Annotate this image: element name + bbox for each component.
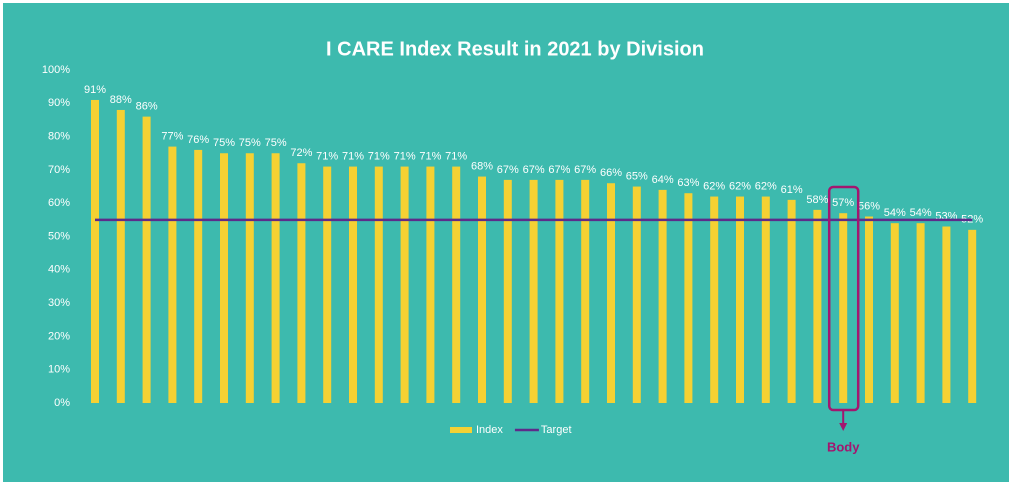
bar: [529, 179, 538, 403]
bar: [245, 153, 254, 403]
bar: [710, 196, 719, 403]
bar: [736, 196, 744, 403]
y-tick-label: 70%: [48, 164, 70, 176]
y-tick-label: 90%: [48, 97, 70, 109]
bar: [890, 223, 899, 403]
y-tick-label: 30%: [48, 297, 70, 309]
y-tick-label: 20%: [48, 330, 70, 342]
bar: [658, 189, 667, 403]
data-label: 56%: [858, 200, 880, 212]
bar: [374, 166, 383, 403]
data-label: 62%: [703, 180, 725, 192]
bar: [478, 176, 486, 403]
bar: [761, 196, 770, 403]
annotation: Body: [827, 439, 860, 454]
bar: [168, 146, 177, 403]
data-label: 71%: [445, 150, 467, 162]
data-label: 75%: [239, 137, 261, 149]
y-tick-label: 10%: [48, 364, 70, 376]
bar: [916, 223, 925, 403]
data-label: 64%: [652, 174, 674, 186]
data-label: 67%: [523, 164, 545, 176]
data-label: 61%: [781, 184, 803, 196]
bar: [607, 183, 615, 403]
data-label: 57%: [832, 197, 854, 209]
data-label: 62%: [729, 180, 751, 192]
bar: [91, 99, 99, 403]
data-label: 76%: [187, 134, 209, 146]
bar: [942, 226, 951, 403]
y-tick-label: 0%: [54, 397, 70, 409]
chart-title: I CARE Index Result in 2021 by Division: [326, 38, 704, 60]
data-label: 58%: [806, 194, 828, 206]
data-label: 71%: [316, 150, 338, 162]
data-label: 75%: [265, 137, 287, 149]
y-tick-label: 100%: [42, 64, 70, 76]
arrow-head: [839, 423, 848, 431]
data-label: 68%: [471, 160, 493, 172]
bar: [865, 216, 873, 403]
data-label: 75%: [213, 137, 235, 149]
data-label: 65%: [626, 170, 648, 182]
legend-label: Index: [476, 424, 503, 436]
bar: [452, 166, 461, 403]
data-label: 77%: [161, 130, 183, 142]
data-label: 86%: [136, 101, 158, 113]
bar: [813, 209, 822, 403]
bar: [400, 166, 409, 403]
bar: [503, 179, 512, 403]
data-label: 54%: [910, 207, 932, 219]
bar: [968, 229, 977, 403]
data-label: 72%: [290, 147, 312, 159]
data-label: 66%: [600, 167, 622, 179]
data-label: 91%: [84, 84, 106, 96]
bar: [839, 213, 848, 403]
y-tick-label: 40%: [48, 264, 70, 276]
data-label: 71%: [368, 150, 390, 162]
bar: [632, 186, 641, 403]
bar: [323, 166, 332, 403]
bar: [555, 179, 564, 403]
data-label: 63%: [677, 177, 699, 189]
data-label: 71%: [394, 150, 416, 162]
legend-label: Target: [541, 424, 572, 436]
y-tick-label: 60%: [48, 197, 70, 209]
data-label: 71%: [342, 150, 364, 162]
bar: [426, 166, 435, 403]
bar: [684, 193, 693, 403]
bar: [787, 199, 796, 403]
legend-swatch: [450, 427, 472, 433]
bar: [271, 153, 280, 403]
data-label: 88%: [110, 94, 132, 106]
data-label: 54%: [884, 207, 906, 219]
data-label: 67%: [497, 164, 519, 176]
bar: [142, 116, 151, 404]
y-tick-label: 80%: [48, 131, 70, 143]
data-label: 62%: [755, 180, 777, 192]
data-label: 67%: [548, 164, 570, 176]
data-label: 52%: [961, 214, 983, 226]
y-tick-label: 50%: [48, 230, 70, 242]
data-label: 67%: [574, 164, 596, 176]
bar: [581, 179, 590, 403]
bar: [194, 149, 203, 403]
bar: [297, 163, 306, 403]
bar: [116, 109, 125, 404]
bar: [349, 166, 357, 403]
bar: [220, 153, 228, 403]
data-label: 71%: [419, 150, 441, 162]
